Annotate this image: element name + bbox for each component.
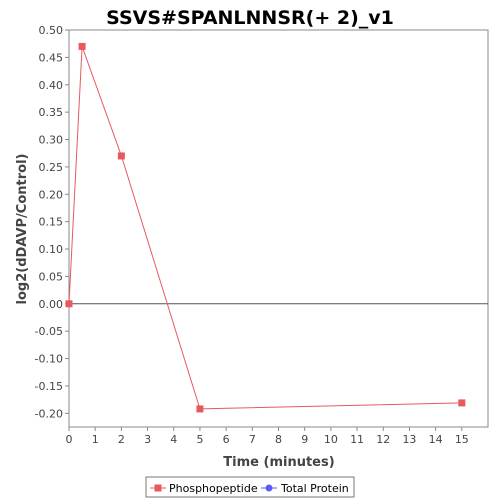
legend-phosphopeptide-marker	[154, 484, 162, 492]
data-point	[78, 42, 86, 50]
x-tick-label: 7	[249, 433, 256, 446]
x-tick-label: 0	[66, 433, 73, 446]
y-tick-label: 0.45	[39, 51, 64, 64]
y-tick-label: 0.15	[39, 216, 64, 229]
x-tick-label: 11	[350, 433, 364, 446]
x-axis-label: Time (minutes)	[223, 455, 334, 470]
y-tick-label: -0.20	[35, 407, 63, 420]
legend: Phosphopeptide Total Protein	[145, 476, 355, 498]
legend-total-protein-marker	[265, 484, 273, 492]
series-layer	[65, 42, 466, 413]
x-tick-label: 1	[92, 433, 99, 446]
x-tick-label: 6	[223, 433, 230, 446]
y-tick-label: 0.50	[39, 24, 64, 37]
x-tick-label: 4	[170, 433, 177, 446]
x-axis: 0 1 2 3 4 5 6 7 8 9 10 11 12 13 14 15	[66, 427, 469, 446]
x-tick-label: 10	[324, 433, 338, 446]
y-tick-label: 0.25	[39, 161, 64, 174]
y-tick-label: 0.40	[39, 79, 64, 92]
y-axis: -0.20 -0.15 -0.10 -0.05 0.00 0.05 0.10 0.15 0.20…	[35, 24, 69, 420]
y-axis-label: log2(dDAVP/Control)	[15, 154, 30, 305]
y-tick-label: -0.10	[35, 353, 63, 366]
y-tick-label: 0.20	[39, 188, 64, 201]
y-tick-label: 0.30	[39, 134, 64, 147]
x-tick-label: 2	[118, 433, 125, 446]
y-tick-label: 0.10	[39, 243, 64, 256]
x-tick-label: 9	[301, 433, 308, 446]
data-point	[196, 405, 204, 413]
y-tick-label: 0.05	[39, 270, 64, 283]
y-tick-label: 0.35	[39, 106, 64, 119]
data-point	[458, 399, 466, 407]
x-tick-label: 12	[376, 433, 390, 446]
y-tick-label: -0.05	[35, 325, 63, 338]
x-tick-label: 5	[196, 433, 203, 446]
chart-title: SSVS#SPANLNNSR(+ 2)_v1	[106, 7, 394, 29]
x-tick-label: 8	[275, 433, 282, 446]
x-tick-label: 15	[455, 433, 469, 446]
legend-box	[145, 476, 355, 498]
data-point	[117, 152, 125, 160]
y-tick-label: -0.15	[35, 380, 63, 393]
data-point	[65, 300, 73, 308]
x-tick-label: 3	[144, 433, 151, 446]
legend-phosphopeptide-label: Phosphopeptide	[169, 482, 258, 495]
x-tick-label: 13	[402, 433, 416, 446]
legend-total-protein-label: Total Protein	[280, 482, 349, 495]
plot-area	[68, 29, 489, 428]
y-tick-label: 0.00	[39, 298, 64, 311]
x-tick-label: 14	[429, 433, 443, 446]
